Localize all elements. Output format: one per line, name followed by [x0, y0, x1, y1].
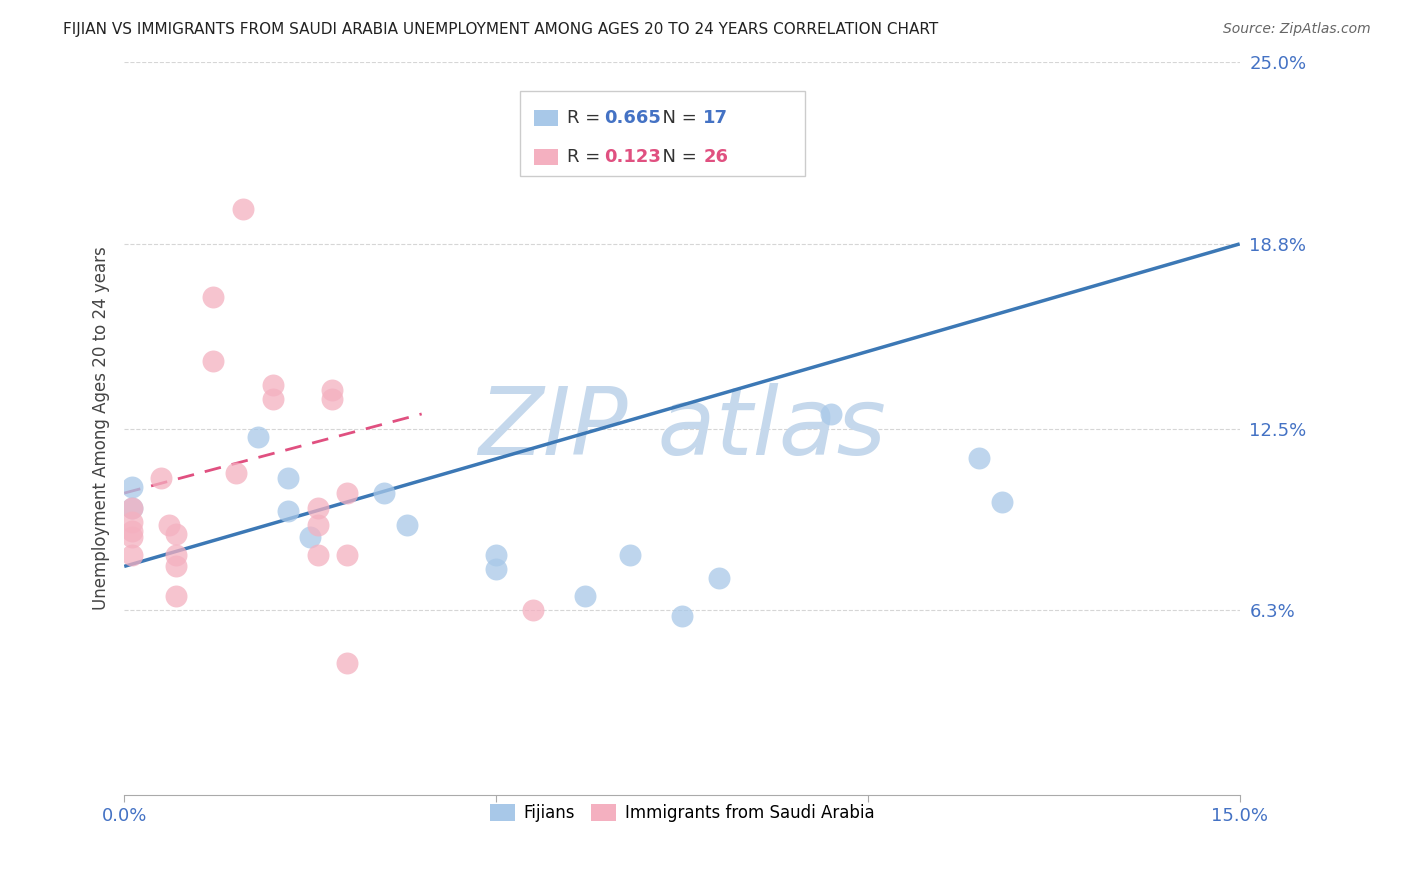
Point: [121, 516, 143, 530]
Point: [262, 377, 284, 392]
Text: N =: N =: [651, 110, 702, 128]
Point: [307, 548, 329, 562]
Point: [321, 384, 343, 398]
Point: [157, 518, 180, 533]
Point: [522, 603, 544, 617]
FancyBboxPatch shape: [534, 149, 558, 165]
Point: [165, 559, 187, 574]
Point: [121, 480, 143, 494]
Point: [485, 562, 508, 576]
Point: [619, 548, 641, 562]
Text: FIJIAN VS IMMIGRANTS FROM SAUDI ARABIA UNEMPLOYMENT AMONG AGES 20 TO 24 YEARS CO: FIJIAN VS IMMIGRANTS FROM SAUDI ARABIA U…: [63, 22, 939, 37]
Point: [307, 500, 329, 515]
Text: R =: R =: [567, 148, 606, 166]
Point: [121, 500, 143, 515]
Point: [373, 486, 395, 500]
Point: [262, 392, 284, 407]
Text: Source: ZipAtlas.com: Source: ZipAtlas.com: [1223, 22, 1371, 37]
Text: N =: N =: [651, 148, 702, 166]
Point: [247, 430, 270, 444]
FancyBboxPatch shape: [520, 92, 804, 176]
Point: [165, 548, 187, 562]
Point: [165, 527, 187, 541]
Point: [321, 392, 343, 407]
Legend: Fijians, Immigrants from Saudi Arabia: Fijians, Immigrants from Saudi Arabia: [481, 796, 883, 830]
Point: [574, 589, 596, 603]
Point: [707, 571, 730, 585]
Point: [277, 471, 299, 485]
Point: [990, 495, 1012, 509]
Point: [121, 524, 143, 539]
Point: [165, 589, 187, 603]
Point: [202, 290, 225, 304]
Point: [299, 530, 322, 544]
Point: [336, 548, 359, 562]
Point: [485, 548, 508, 562]
Point: [121, 500, 143, 515]
Point: [232, 202, 254, 216]
Text: 0.665: 0.665: [603, 110, 661, 128]
Point: [225, 466, 247, 480]
Y-axis label: Unemployment Among Ages 20 to 24 years: Unemployment Among Ages 20 to 24 years: [93, 247, 110, 610]
Text: 26: 26: [703, 148, 728, 166]
Point: [121, 530, 143, 544]
Text: 17: 17: [703, 110, 728, 128]
Point: [969, 450, 991, 465]
Point: [671, 609, 693, 624]
Text: 0.123: 0.123: [603, 148, 661, 166]
Point: [121, 548, 143, 562]
Point: [307, 518, 329, 533]
Point: [336, 486, 359, 500]
Point: [336, 656, 359, 670]
Point: [277, 504, 299, 518]
Text: R =: R =: [567, 110, 606, 128]
Point: [150, 471, 173, 485]
Text: ZIP atlas: ZIP atlas: [478, 383, 886, 475]
Point: [202, 354, 225, 368]
Point: [820, 407, 842, 421]
Point: [395, 518, 418, 533]
FancyBboxPatch shape: [534, 111, 558, 127]
